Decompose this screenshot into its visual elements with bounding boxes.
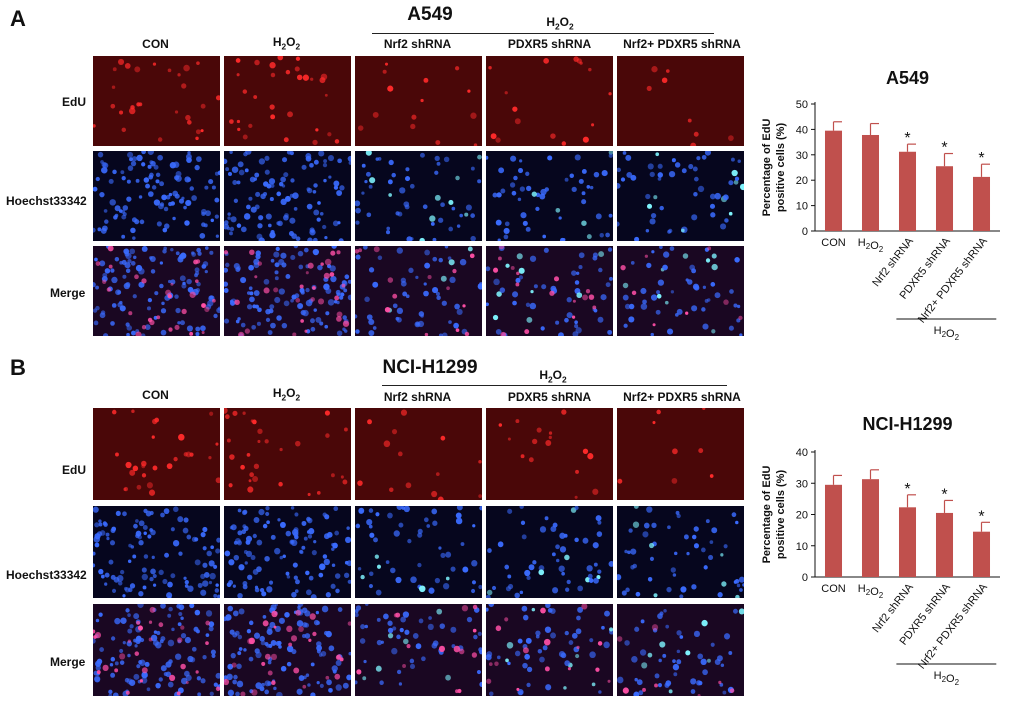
panel-a-group-line	[372, 33, 714, 34]
panel-a-col-nrf2: Nrf2 shRNA	[383, 37, 452, 51]
bar-chart-nci-h1299: NCI-H1299 0 10 20 30 40 Percentage of EdU posit…	[755, 408, 1015, 698]
panel-b-col-combo: Nrf2+ PDXR5 shRNA	[623, 390, 741, 404]
panel-a-col-combo: Nrf2+ PDXR5 shRNA	[623, 37, 741, 51]
bar	[898, 151, 917, 231]
micrograph-merge-2	[224, 604, 351, 696]
y-tick-label: 10	[796, 541, 808, 553]
micrograph-hoechst33342-3	[355, 506, 482, 598]
micrograph-edu-4	[486, 408, 613, 500]
panel-b-title: NCI-H1299	[382, 357, 478, 378]
y-tick-label: 20	[796, 510, 808, 522]
y-tick-label: 50	[796, 99, 808, 111]
y-tick-label: 40	[796, 447, 808, 459]
panel-a-title: A549	[407, 4, 453, 25]
micrograph-edu-1	[93, 408, 220, 500]
group-bracket-label: H2O2	[934, 325, 960, 342]
x-tick-label: CON	[821, 237, 846, 249]
panel-b-letter: B	[10, 355, 26, 380]
panel-b-col-nrf2: Nrf2 shRNA	[383, 390, 452, 404]
panel-b-group-line	[382, 385, 727, 386]
micrograph-merge-5	[617, 246, 744, 336]
micrograph-hoechst33342-2	[224, 506, 351, 598]
panel-a-group-label: H2O2	[546, 15, 574, 32]
bar	[898, 507, 917, 577]
significance-marker: *	[978, 508, 984, 525]
significance-marker: *	[978, 150, 984, 167]
y-tick-label: 10	[796, 201, 808, 213]
x-tick-label: H2O2	[858, 583, 884, 600]
bar	[861, 479, 880, 577]
panel-a-micrograph-grid	[93, 56, 753, 338]
micrograph-hoechst33342-3	[355, 151, 482, 241]
panel-b-row-merge: Merge	[50, 655, 86, 669]
x-tick-label: Nrf2+ PDXR5 shRNA	[916, 581, 990, 672]
micrograph-merge-4	[486, 604, 613, 696]
micrograph-edu-3	[355, 408, 482, 500]
bar	[972, 531, 991, 577]
panel-a-row-hoechst: Hoechst33342	[6, 194, 87, 208]
micrograph-merge-1	[93, 246, 220, 336]
panel-a-col-con: CON	[142, 37, 169, 51]
micrograph-hoechst33342-5	[617, 151, 744, 241]
micrograph-edu-2	[224, 56, 351, 146]
panel-b-row-edu: EdU	[62, 463, 86, 477]
significance-marker: *	[941, 140, 947, 157]
micrograph-merge-2	[224, 246, 351, 336]
micrograph-hoechst33342-1	[93, 506, 220, 598]
bar	[824, 130, 843, 231]
micrograph-merge-5	[617, 604, 744, 696]
panel-a-row-merge: Merge	[50, 286, 86, 300]
y-tick-label: 0	[802, 226, 808, 238]
micrograph-merge-4	[486, 246, 613, 336]
micrograph-edu-1	[93, 56, 220, 146]
panel-b-micrograph-grid	[93, 408, 753, 696]
y-tick-label: 0	[802, 572, 808, 584]
micrograph-edu-5	[617, 56, 744, 146]
panel-b-group-label: H2O2	[539, 368, 567, 385]
micrograph-merge-3	[355, 246, 482, 336]
chart-title: NCI-H1299	[862, 414, 952, 434]
chart-title: A549	[886, 68, 929, 88]
significance-marker: *	[904, 481, 910, 498]
panel-a-row-edu: EdU	[62, 95, 86, 109]
micrograph-merge-3	[355, 604, 482, 696]
micrograph-hoechst33342-4	[486, 506, 613, 598]
bar	[824, 484, 843, 577]
y-tick-label: 30	[796, 150, 808, 162]
micrograph-edu-5	[617, 408, 744, 500]
group-bracket-label: H2O2	[934, 670, 960, 687]
micrograph-hoechst33342-1	[93, 151, 220, 241]
panel-b-col-con: CON	[142, 388, 169, 402]
panel-a-col-pdxr5: PDXR5 shRNA	[507, 37, 592, 51]
micrograph-edu-3	[355, 56, 482, 146]
bar	[972, 176, 991, 231]
bar	[935, 166, 954, 231]
bar-chart-a549: A549 0 10 20 30 40 50 Percentage of EdU positive…	[755, 60, 1015, 345]
y-tick-label: 20	[796, 175, 808, 187]
micrograph-merge-1	[93, 604, 220, 696]
micrograph-hoechst33342-4	[486, 151, 613, 241]
x-tick-label: H2O2	[858, 237, 884, 254]
significance-marker: *	[941, 486, 947, 503]
micrograph-edu-4	[486, 56, 613, 146]
micrograph-hoechst33342-2	[224, 151, 351, 241]
y-tick-label: 40	[796, 124, 808, 136]
panel-b-row-hoechst: Hoechst33342	[6, 568, 87, 582]
panel-a-col-h2o2: H2O2	[272, 35, 301, 52]
x-tick-label: Nrf2+ PDXR5 shRNA	[916, 235, 990, 326]
panel-b-col-h2o2: H2O2	[272, 386, 301, 403]
y-axis-label: Percentage of EdU positive cells (%)	[761, 466, 787, 564]
significance-marker: *	[904, 130, 910, 147]
panel-b-col-pdxr5: PDXR5 shRNA	[507, 390, 592, 404]
x-tick-label: CON	[821, 583, 846, 595]
micrograph-hoechst33342-5	[617, 506, 744, 598]
y-axis-label: Percentage of EdU positive cells (%)	[761, 119, 787, 217]
bar	[935, 512, 954, 577]
bar	[861, 134, 880, 231]
y-tick-label: 30	[796, 478, 808, 490]
panel-a-letter: A	[10, 6, 26, 31]
micrograph-edu-2	[224, 408, 351, 500]
